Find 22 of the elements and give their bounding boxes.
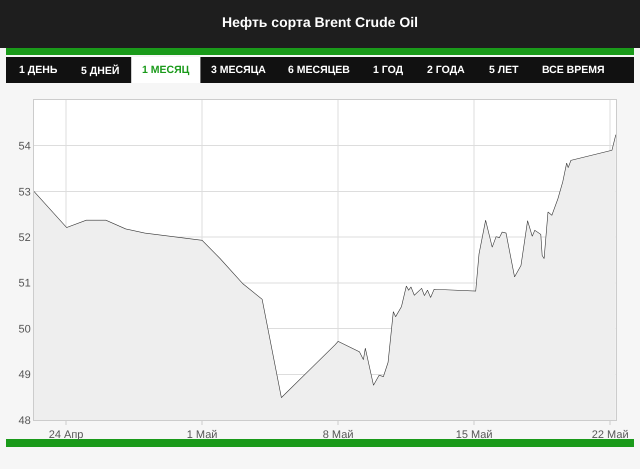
x-tick-label: 1 Май — [186, 429, 218, 442]
y-tick-label: 48 — [18, 414, 31, 427]
text: 2 ГОДА — [427, 64, 466, 76]
y-tick-label: 49 — [18, 369, 31, 382]
text: ВСЕ ВРЕМЯ — [542, 64, 605, 76]
chart-title: Нефть сорта Brent Crude Oil — [222, 14, 418, 30]
text: 3 МЕСЯЦА — [211, 64, 266, 76]
y-tick-label: 50 — [18, 323, 31, 336]
text: 5 ДНЕЙ — [81, 64, 120, 77]
text: 6 МЕСЯЦЕВ — [288, 64, 350, 76]
y-tick-label: 51 — [18, 278, 31, 290]
text: 1 ДЕНЬ — [19, 64, 58, 76]
y-tick-label: 53 — [18, 186, 31, 198]
y-tick-label: 52 — [18, 232, 31, 244]
x-tick-label: 22 Май — [592, 429, 629, 442]
x-tick-label: 15 Май — [456, 429, 493, 442]
text: 1 МЕСЯЦ — [142, 64, 190, 76]
x-tick-label: 8 Май — [322, 429, 354, 442]
text: 5 ЛЕТ — [489, 64, 520, 76]
y-tick-label: 54 — [18, 140, 31, 153]
x-tick-label: 24 Апр — [48, 429, 84, 442]
text: 1 ГОД — [373, 64, 404, 76]
